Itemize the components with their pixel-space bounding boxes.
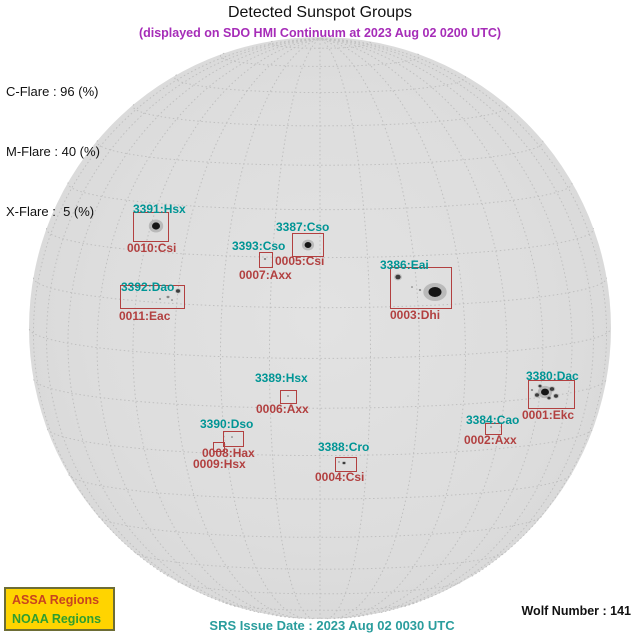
region-box xyxy=(223,431,244,447)
legend-box: ASSA Regions NOAA Regions xyxy=(4,587,115,631)
assa-region-label: 0004:Csi xyxy=(315,470,365,484)
assa-region-label: 0008:Hax xyxy=(202,446,255,460)
assa-region-label: 0001:Ekc xyxy=(522,408,575,422)
assa-region-label: 0003:Dhi xyxy=(390,308,441,322)
noaa-region-label: 3389:Hsx xyxy=(255,371,308,385)
wolf-number: Wolf Number : 141 xyxy=(521,604,631,618)
c-flare-line: C-Flare : 96 (%) xyxy=(6,84,99,99)
noaa-region-label: 3387:Cso xyxy=(276,220,330,234)
x-flare-line: X-Flare : 5 (%) xyxy=(6,204,95,219)
assa-region-label: 0011:Eac xyxy=(119,309,171,323)
region-box xyxy=(390,267,452,309)
assa-region-label: 0002:Axx xyxy=(464,433,517,447)
noaa-region-label: 3390:Dso xyxy=(200,417,254,431)
legend-assa-label: ASSA Regions xyxy=(12,593,100,607)
srs-issue-date: SRS Issue Date : 2023 Aug 02 0030 UTC xyxy=(209,618,455,633)
region-box xyxy=(133,212,169,242)
region-box xyxy=(292,233,324,257)
legend-noaa-label: NOAA Regions xyxy=(12,612,102,626)
region-box xyxy=(120,285,185,309)
page-title: Detected Sunspot Groups xyxy=(227,4,413,21)
noaa-region-label: 3393:Cso xyxy=(232,239,286,253)
region-box xyxy=(259,252,273,268)
region-box xyxy=(213,442,225,452)
assa-region-label: 0007:Axx xyxy=(239,268,292,282)
noaa-region-label: 3384:Cao xyxy=(466,413,520,427)
m-flare-line: M-Flare : 40 (%) xyxy=(6,144,100,159)
noaa-region-label: 3386:Eai xyxy=(380,258,429,272)
noaa-region-label: 3380:Dac xyxy=(526,369,579,383)
assa-region-label: 0006:Axx xyxy=(256,402,309,416)
assa-region-label: 0005:Csi xyxy=(275,254,325,268)
region-box xyxy=(335,457,357,472)
region-box xyxy=(280,390,297,404)
noaa-region-label: 3391:Hsx xyxy=(133,202,186,216)
noaa-region-label: 3392:Dao xyxy=(121,280,175,294)
subtitle: (displayed on SDO HMI Continuum at 2023 … xyxy=(138,26,502,40)
noaa-region-label: 3388:Cro xyxy=(318,440,370,454)
assa-region-label: 0010:Csi xyxy=(127,241,177,255)
region-box xyxy=(528,380,575,409)
assa-region-label: 0009:Hsx xyxy=(193,457,246,471)
flare-probabilities: C-Flare : 96 (%) M-Flare : 40 (%) X-Flar… xyxy=(6,42,100,262)
region-box xyxy=(485,423,502,435)
